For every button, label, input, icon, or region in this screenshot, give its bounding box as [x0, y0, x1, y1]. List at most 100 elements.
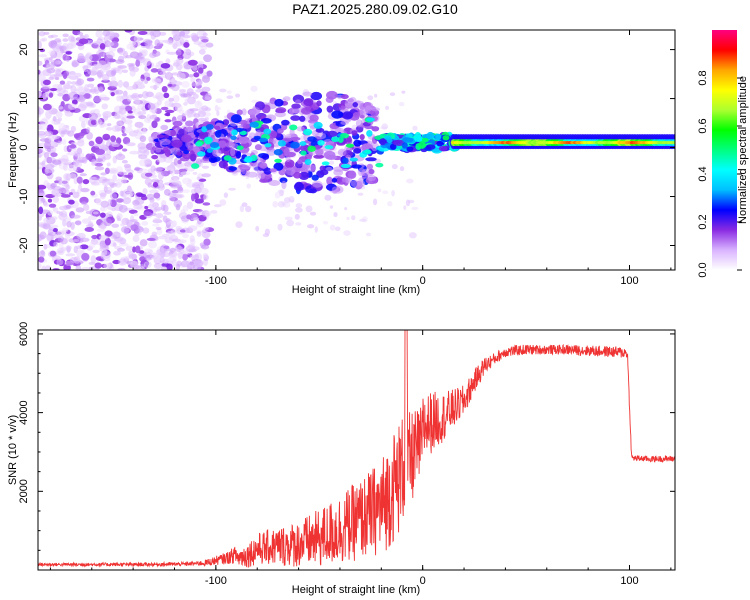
noise-speckle [52, 228, 58, 233]
signal-hotspot [366, 117, 375, 122]
spectrogram-y-tick-label: 20 [18, 43, 30, 55]
noise-speckle [100, 200, 110, 208]
signal-hotspot [231, 129, 238, 136]
noise-speckle [65, 217, 72, 223]
signal-transition [418, 140, 426, 149]
signal-cluster [299, 144, 310, 152]
signal-cluster [365, 157, 377, 162]
noise-speckle [151, 231, 158, 237]
noise-speckle [144, 248, 153, 253]
signal-cluster [366, 174, 377, 182]
noise-speckle [77, 184, 83, 190]
noise-speckle [118, 107, 127, 115]
noise-speckle [184, 97, 192, 104]
signal-hotspot [249, 121, 259, 128]
noise-speckle [333, 212, 338, 218]
noise-speckle [182, 233, 190, 239]
noise-speckle [151, 154, 159, 160]
noise-speckle [171, 78, 176, 86]
signal-cluster [215, 130, 222, 138]
signal-hotspot [191, 163, 200, 169]
signal-cluster [235, 151, 242, 159]
noise-speckle [154, 77, 159, 82]
noise-speckle [171, 84, 180, 92]
noise-speckle [399, 166, 405, 172]
noise-speckle [180, 93, 188, 98]
signal-cluster [351, 130, 358, 136]
noise-speckle [90, 190, 96, 196]
noise-speckle [412, 125, 418, 131]
signal-transition [436, 140, 444, 147]
noise-speckle [112, 259, 121, 265]
noise-speckle [159, 71, 167, 76]
noise-speckle [84, 84, 89, 92]
noise-speckle [198, 178, 207, 182]
noise-speckle [183, 34, 191, 39]
noise-speckle [113, 113, 121, 120]
signal-cluster [307, 136, 317, 142]
noise-speckle [77, 139, 85, 147]
signal-cluster [268, 179, 281, 186]
noise-speckle [56, 258, 64, 266]
noise-speckle [92, 249, 100, 254]
noise-speckle [46, 182, 52, 189]
noise-speckle [148, 240, 157, 249]
signal-cluster [323, 150, 336, 160]
noise-speckle [134, 98, 140, 105]
noise-speckle [71, 61, 78, 68]
noise-speckle [284, 216, 293, 221]
noise-speckle [149, 31, 155, 36]
noise-speckle [149, 85, 160, 89]
snr-x-tick-label: 0 [420, 575, 426, 587]
noise-speckle [100, 96, 110, 101]
signal-cluster [302, 91, 313, 97]
noise-speckle [69, 151, 76, 156]
noise-speckle [50, 183, 56, 190]
noise-speckle [65, 55, 70, 63]
noise-speckle [137, 146, 148, 154]
signal-cluster [357, 180, 366, 188]
noise-speckle [52, 159, 62, 165]
noise-speckle [172, 94, 180, 103]
signal-hotspot [307, 145, 316, 152]
signal-cluster [341, 176, 351, 183]
noise-speckle [38, 250, 46, 258]
signal-cluster [254, 144, 262, 151]
noise-speckle [106, 211, 113, 218]
noise-speckle [181, 81, 190, 88]
noise-speckle [112, 231, 121, 239]
noise-speckle [134, 121, 144, 128]
noise-speckle [127, 123, 133, 128]
spectrogram-ylabel: Frequency (Hz) [7, 112, 19, 188]
noise-speckle [68, 91, 79, 100]
signal-cluster [340, 94, 349, 100]
signal-cluster [277, 128, 284, 134]
noise-speckle [166, 51, 177, 55]
noise-speckle [173, 157, 179, 166]
noise-speckle [135, 59, 141, 67]
noise-speckle [103, 34, 109, 43]
signal-cluster [313, 154, 325, 159]
noise-speckle [204, 116, 209, 121]
noise-speckle [106, 51, 115, 59]
noise-speckle [68, 173, 77, 180]
noise-speckle [385, 105, 390, 111]
noise-speckle [122, 136, 131, 145]
noise-speckle [156, 228, 163, 236]
noise-speckle [139, 239, 148, 247]
noise-speckle [274, 191, 281, 199]
signal-hotspot [331, 136, 340, 143]
noise-speckle [141, 90, 149, 99]
noise-speckle [132, 246, 137, 253]
noise-speckle [67, 103, 78, 110]
noise-speckle [115, 153, 126, 161]
noise-speckle [138, 93, 143, 98]
snr-series-line [38, 330, 675, 568]
noise-speckle [164, 100, 172, 108]
noise-speckle [136, 193, 147, 197]
noise-speckle [146, 76, 151, 81]
noise-speckle [60, 194, 71, 198]
noise-speckle [81, 218, 92, 224]
noise-speckle [142, 188, 148, 195]
signal-hotspot [250, 154, 258, 162]
